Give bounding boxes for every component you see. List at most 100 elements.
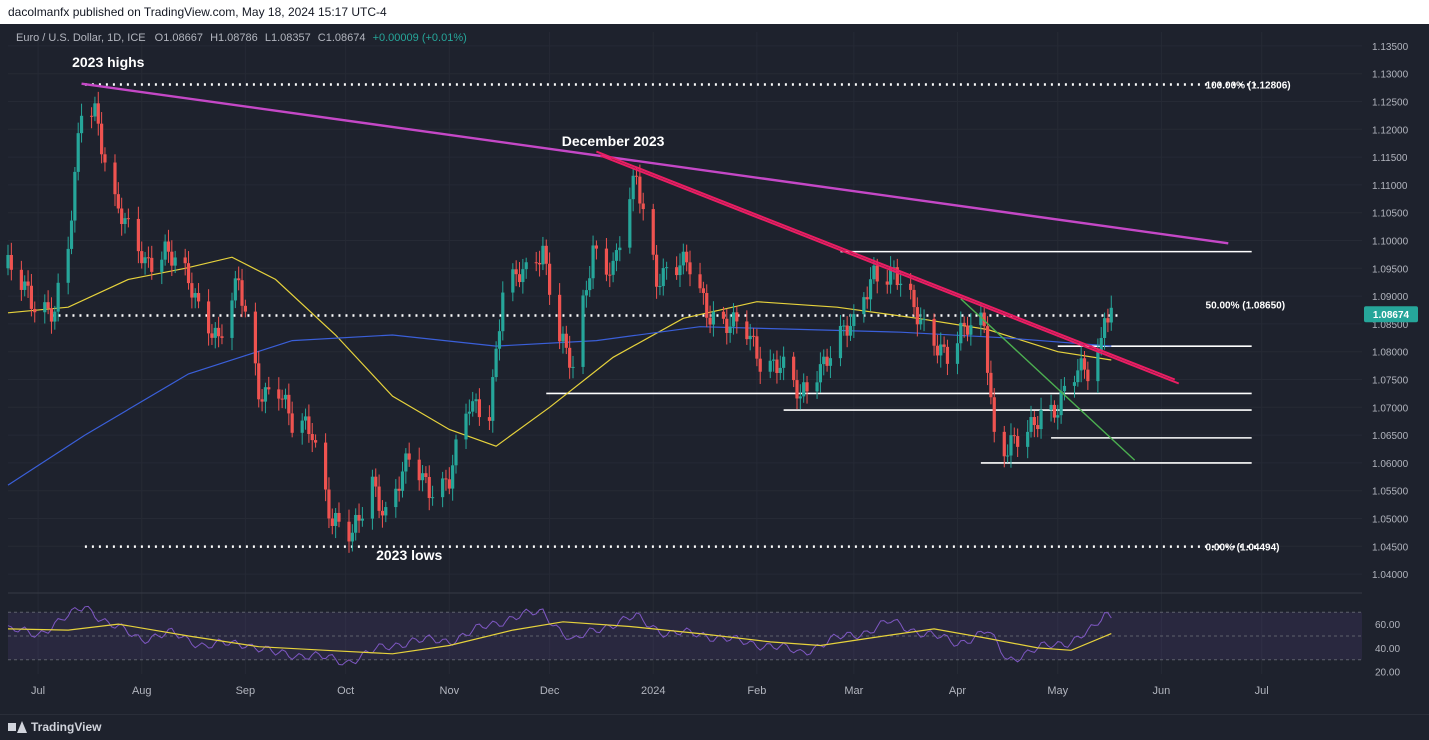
candle-body	[711, 311, 716, 325]
candle	[534, 251, 538, 272]
candle-body	[240, 280, 244, 306]
candle	[778, 355, 782, 380]
candle	[464, 403, 468, 450]
candle-body	[748, 335, 752, 340]
candle	[969, 313, 973, 346]
candle	[1026, 420, 1030, 459]
candle-body	[126, 218, 130, 220]
candle	[604, 238, 609, 282]
candle	[962, 316, 966, 338]
x-tick-label: Nov	[440, 685, 460, 697]
candle	[407, 442, 411, 467]
candle	[755, 328, 759, 367]
candle-body	[865, 297, 869, 300]
candle	[471, 391, 475, 417]
candle	[400, 461, 405, 498]
y-tick-label: 1.08000	[1372, 348, 1409, 359]
candle-body	[166, 241, 171, 252]
annotation-label: 2023 highs	[72, 54, 145, 70]
ohlc-high: H1.08786	[210, 32, 258, 44]
grid	[8, 32, 1362, 674]
ohlc-legend: Euro / U.S. Dollar, 1D, ICE O1.08667 H1.…	[16, 32, 467, 44]
candle-body	[959, 322, 963, 344]
candle-body	[828, 358, 833, 366]
candle	[163, 234, 167, 266]
candle	[1079, 346, 1083, 383]
candle	[771, 353, 776, 372]
candle	[277, 377, 281, 411]
y-tick-label: 1.06000	[1372, 459, 1409, 470]
candle	[404, 448, 408, 484]
candle-body	[193, 293, 197, 298]
candle	[758, 346, 762, 384]
rsi-lines	[7, 605, 1112, 666]
candle-body	[731, 312, 736, 327]
candle	[868, 267, 873, 312]
candle	[424, 466, 428, 484]
candle	[454, 434, 458, 474]
candle-body	[444, 478, 448, 480]
x-tick-label: Mar	[844, 685, 863, 697]
candle-body	[1099, 337, 1103, 351]
ohlc-open: O1.08667	[155, 32, 203, 44]
candle-body	[945, 346, 950, 364]
candle-body	[745, 321, 749, 340]
candle	[588, 266, 592, 297]
candle-body	[290, 413, 294, 433]
price-chart[interactable]: 2023 highs December 2023 2023 lows 100.00% …	[0, 24, 1429, 714]
candle-body	[698, 274, 702, 289]
candle-body	[334, 512, 338, 526]
candle-body	[116, 194, 120, 209]
candle-body	[568, 347, 572, 368]
candle-body	[136, 218, 140, 252]
candle-body	[845, 325, 849, 336]
price-tag	[1364, 306, 1418, 323]
candle-body	[561, 333, 565, 342]
candle	[852, 304, 856, 339]
candle-body	[818, 364, 822, 383]
candle-body	[802, 382, 806, 397]
ohlc-low: L1.08357	[265, 32, 311, 44]
candle	[444, 469, 448, 491]
candle-body	[681, 251, 685, 266]
y-tick-label: 1.07500	[1372, 376, 1409, 387]
candle	[186, 251, 191, 290]
candle	[143, 251, 147, 275]
rsi-background	[8, 611, 1362, 661]
candle-body	[230, 300, 234, 338]
candle-body	[628, 199, 632, 248]
candle	[477, 388, 481, 426]
x-tick-label: Feb	[747, 685, 766, 697]
candle	[735, 306, 739, 334]
candle-body	[73, 171, 77, 221]
candle	[427, 465, 431, 511]
candle	[257, 351, 261, 408]
candle-body	[665, 267, 669, 269]
y-tick-label: 1.08500	[1372, 320, 1409, 331]
candle-body	[822, 356, 826, 365]
y-tick-label: 1.11000	[1372, 181, 1408, 192]
candle-body	[350, 532, 354, 542]
candle	[170, 240, 174, 276]
candle-body	[220, 336, 224, 338]
brand[interactable]: TradingView	[8, 719, 101, 735]
candle	[889, 256, 893, 294]
y-tick-label: 1.07000	[1372, 403, 1409, 414]
candle-body	[206, 301, 211, 334]
candle-body	[885, 281, 889, 285]
candle-body	[354, 514, 358, 533]
candle	[26, 270, 30, 298]
candle-body	[638, 176, 642, 204]
candle-body	[26, 281, 30, 286]
candle-body	[608, 274, 612, 276]
candle	[1106, 308, 1110, 333]
candle-body	[170, 251, 174, 266]
candle-body	[451, 465, 455, 489]
candle	[795, 369, 799, 410]
candle-body	[190, 283, 194, 298]
candle-body	[140, 251, 144, 264]
candle-body	[1079, 358, 1083, 371]
tradingview-logo-icon	[8, 721, 27, 733]
candle-body	[755, 336, 759, 359]
candle-body	[477, 399, 481, 418]
